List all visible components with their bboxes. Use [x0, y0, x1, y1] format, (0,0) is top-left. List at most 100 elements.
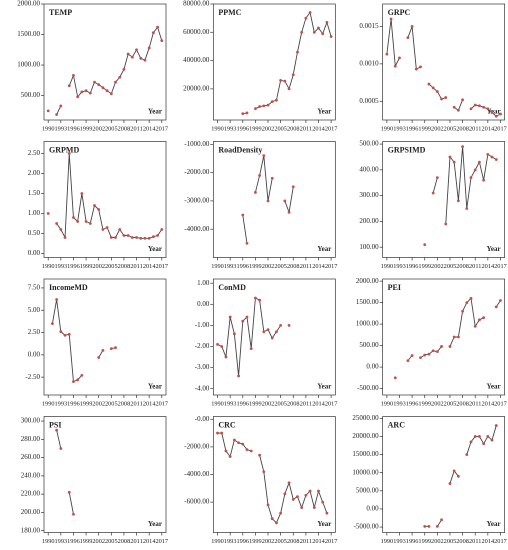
x-tick-label: 1996 [406, 400, 419, 407]
point [486, 152, 490, 156]
point [478, 104, 481, 108]
point [287, 324, 291, 327]
point [97, 208, 101, 211]
point [228, 455, 232, 458]
y-tick-label: -4000.00 [184, 470, 210, 478]
point [486, 107, 490, 111]
point [139, 56, 143, 60]
point [63, 236, 67, 239]
x-tick-label: 2017 [155, 538, 168, 545]
x-tick-label: 2017 [325, 125, 338, 132]
x-tick-label: 2011 [469, 538, 481, 545]
point [321, 500, 325, 504]
series-line [242, 155, 294, 244]
x-tick-label: 1993 [55, 263, 68, 270]
x-tick-label: 1999 [249, 400, 262, 407]
x-tick-label: 1990 [42, 400, 55, 407]
point [490, 111, 494, 114]
point [325, 511, 329, 515]
point [118, 75, 122, 79]
x-tick-label: 1990 [42, 263, 55, 270]
x-tick-label: 1990 [381, 263, 394, 270]
x-axis-label: Year [487, 108, 501, 116]
point [465, 207, 469, 210]
x-tick-label: 1996 [406, 125, 419, 132]
point [329, 35, 333, 38]
point [499, 299, 502, 302]
point [300, 506, 304, 510]
panel-title: IncomeMD [49, 283, 88, 292]
point [67, 152, 71, 155]
point [486, 435, 490, 438]
point [245, 315, 249, 319]
x-tick-label: 1990 [211, 400, 224, 407]
y-tick-label: -2000.00 [184, 442, 210, 450]
point [232, 332, 236, 336]
point [448, 345, 452, 348]
y-tick-label: 500.00 [359, 140, 379, 148]
point [270, 100, 274, 104]
x-tick-label: 1999 [80, 125, 93, 132]
x-axis-label: Year [317, 108, 331, 116]
series-line [51, 299, 116, 383]
y-tick-label: 15000.00 [352, 450, 379, 458]
point [266, 199, 270, 203]
y-tick-label: 60000.00 [183, 28, 210, 36]
point [130, 236, 134, 239]
point [478, 160, 481, 164]
point [241, 213, 245, 217]
x-tick-label: 1990 [211, 538, 224, 545]
point [97, 356, 101, 359]
point [427, 352, 431, 356]
point [456, 108, 460, 112]
y-tick-label: 5000.00 [356, 486, 379, 494]
point [220, 431, 224, 435]
point [72, 512, 75, 516]
plot-frame [382, 141, 506, 258]
point [114, 346, 117, 350]
point [216, 342, 219, 346]
x-tick-label: 2005 [444, 263, 457, 270]
x-tick-label: 2002 [262, 400, 275, 407]
point [385, 52, 389, 56]
x-tick-label: 2014 [482, 125, 495, 132]
y-tick-label: 0.00 [28, 350, 41, 358]
x-tick-label: 1996 [67, 538, 80, 545]
x-tick-label: 1999 [418, 125, 431, 132]
point [291, 73, 295, 77]
point [253, 296, 257, 300]
x-tick-label: 2002 [431, 263, 444, 270]
x-tick-label: 2008 [118, 125, 131, 132]
y-tick-label: 0.00 [366, 363, 379, 371]
x-tick-label: 2017 [325, 538, 338, 545]
point [224, 355, 228, 359]
point [76, 95, 80, 99]
point [393, 64, 397, 68]
x-tick-label: 2011 [130, 538, 142, 545]
point [452, 469, 456, 473]
point [312, 506, 316, 510]
y-tick-label: 5.00 [28, 306, 41, 314]
point [126, 234, 130, 237]
point [461, 145, 464, 149]
point [216, 431, 219, 435]
x-axis-label: Year [317, 383, 331, 391]
x-tick-label: 2008 [118, 538, 131, 545]
x-tick-label: 1996 [236, 538, 249, 545]
point [84, 220, 88, 223]
y-tick-label: -4.00 [195, 384, 210, 392]
x-tick-label: 1993 [393, 538, 406, 545]
x-tick-label: 2002 [431, 125, 444, 132]
x-tick-label: 2017 [155, 263, 168, 270]
point [135, 236, 138, 239]
point [321, 32, 325, 36]
y-tick-label: 1.00 [28, 209, 41, 217]
point [469, 296, 473, 300]
point [249, 347, 253, 350]
point [258, 453, 262, 457]
point [253, 191, 257, 194]
y-tick-label: 2.50 [28, 328, 41, 336]
x-axis-label: Year [487, 245, 501, 253]
x-axis-label: Year [487, 520, 501, 528]
point [93, 80, 96, 84]
